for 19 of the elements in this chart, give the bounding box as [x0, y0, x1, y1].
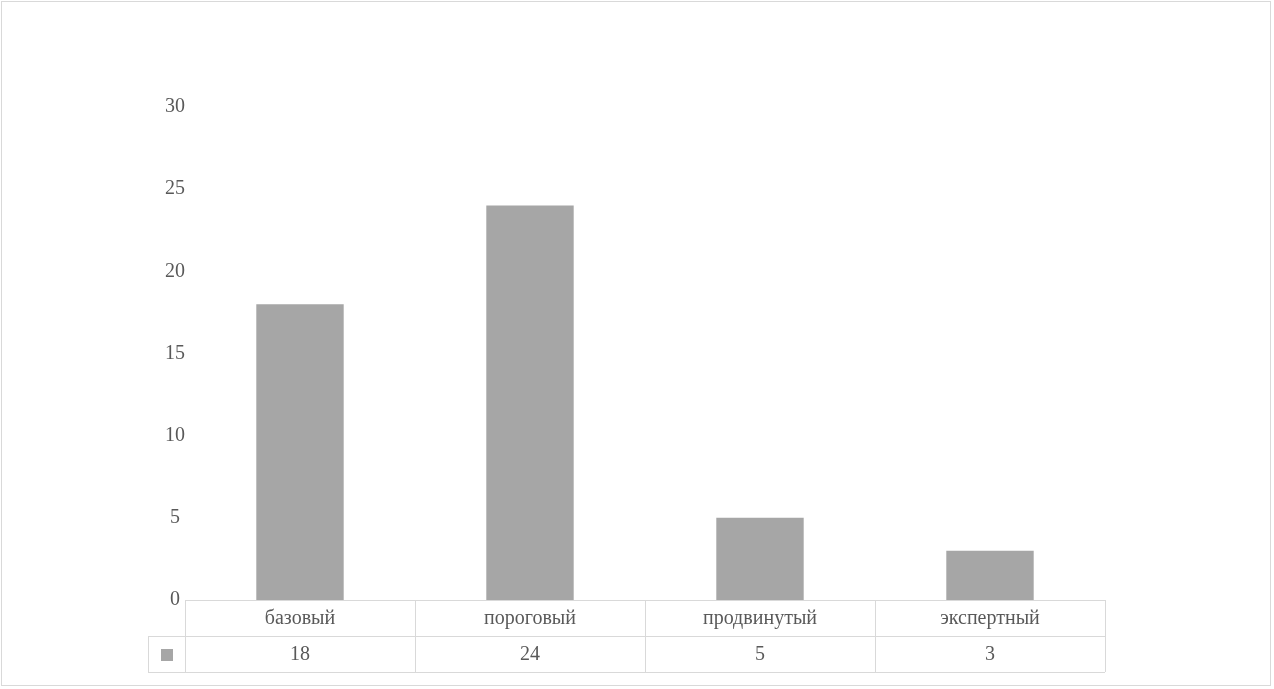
y-tick-label: 30: [165, 94, 185, 117]
data-label: 18: [290, 642, 310, 665]
bar: [256, 304, 344, 600]
x-tick-label: экспертный: [940, 606, 1041, 630]
y-tick-label: 15: [165, 340, 185, 363]
bar: [716, 517, 804, 600]
data-label: 24: [520, 642, 540, 665]
x-tick-label: базовый: [264, 606, 336, 629]
x-tick-label: продвинутый: [702, 606, 818, 630]
x-tick-label: пороговый: [484, 606, 577, 630]
y-tick-label: 25: [165, 176, 185, 199]
data-label: 3: [985, 642, 995, 665]
y-tick-label: 20: [165, 258, 185, 281]
bar: [486, 205, 574, 600]
y-tick-label: 5: [170, 505, 180, 528]
data-label: 5: [755, 642, 765, 665]
bar: [946, 550, 1034, 600]
y-tick-label: 0: [170, 587, 180, 610]
y-tick-label: 10: [165, 422, 185, 445]
